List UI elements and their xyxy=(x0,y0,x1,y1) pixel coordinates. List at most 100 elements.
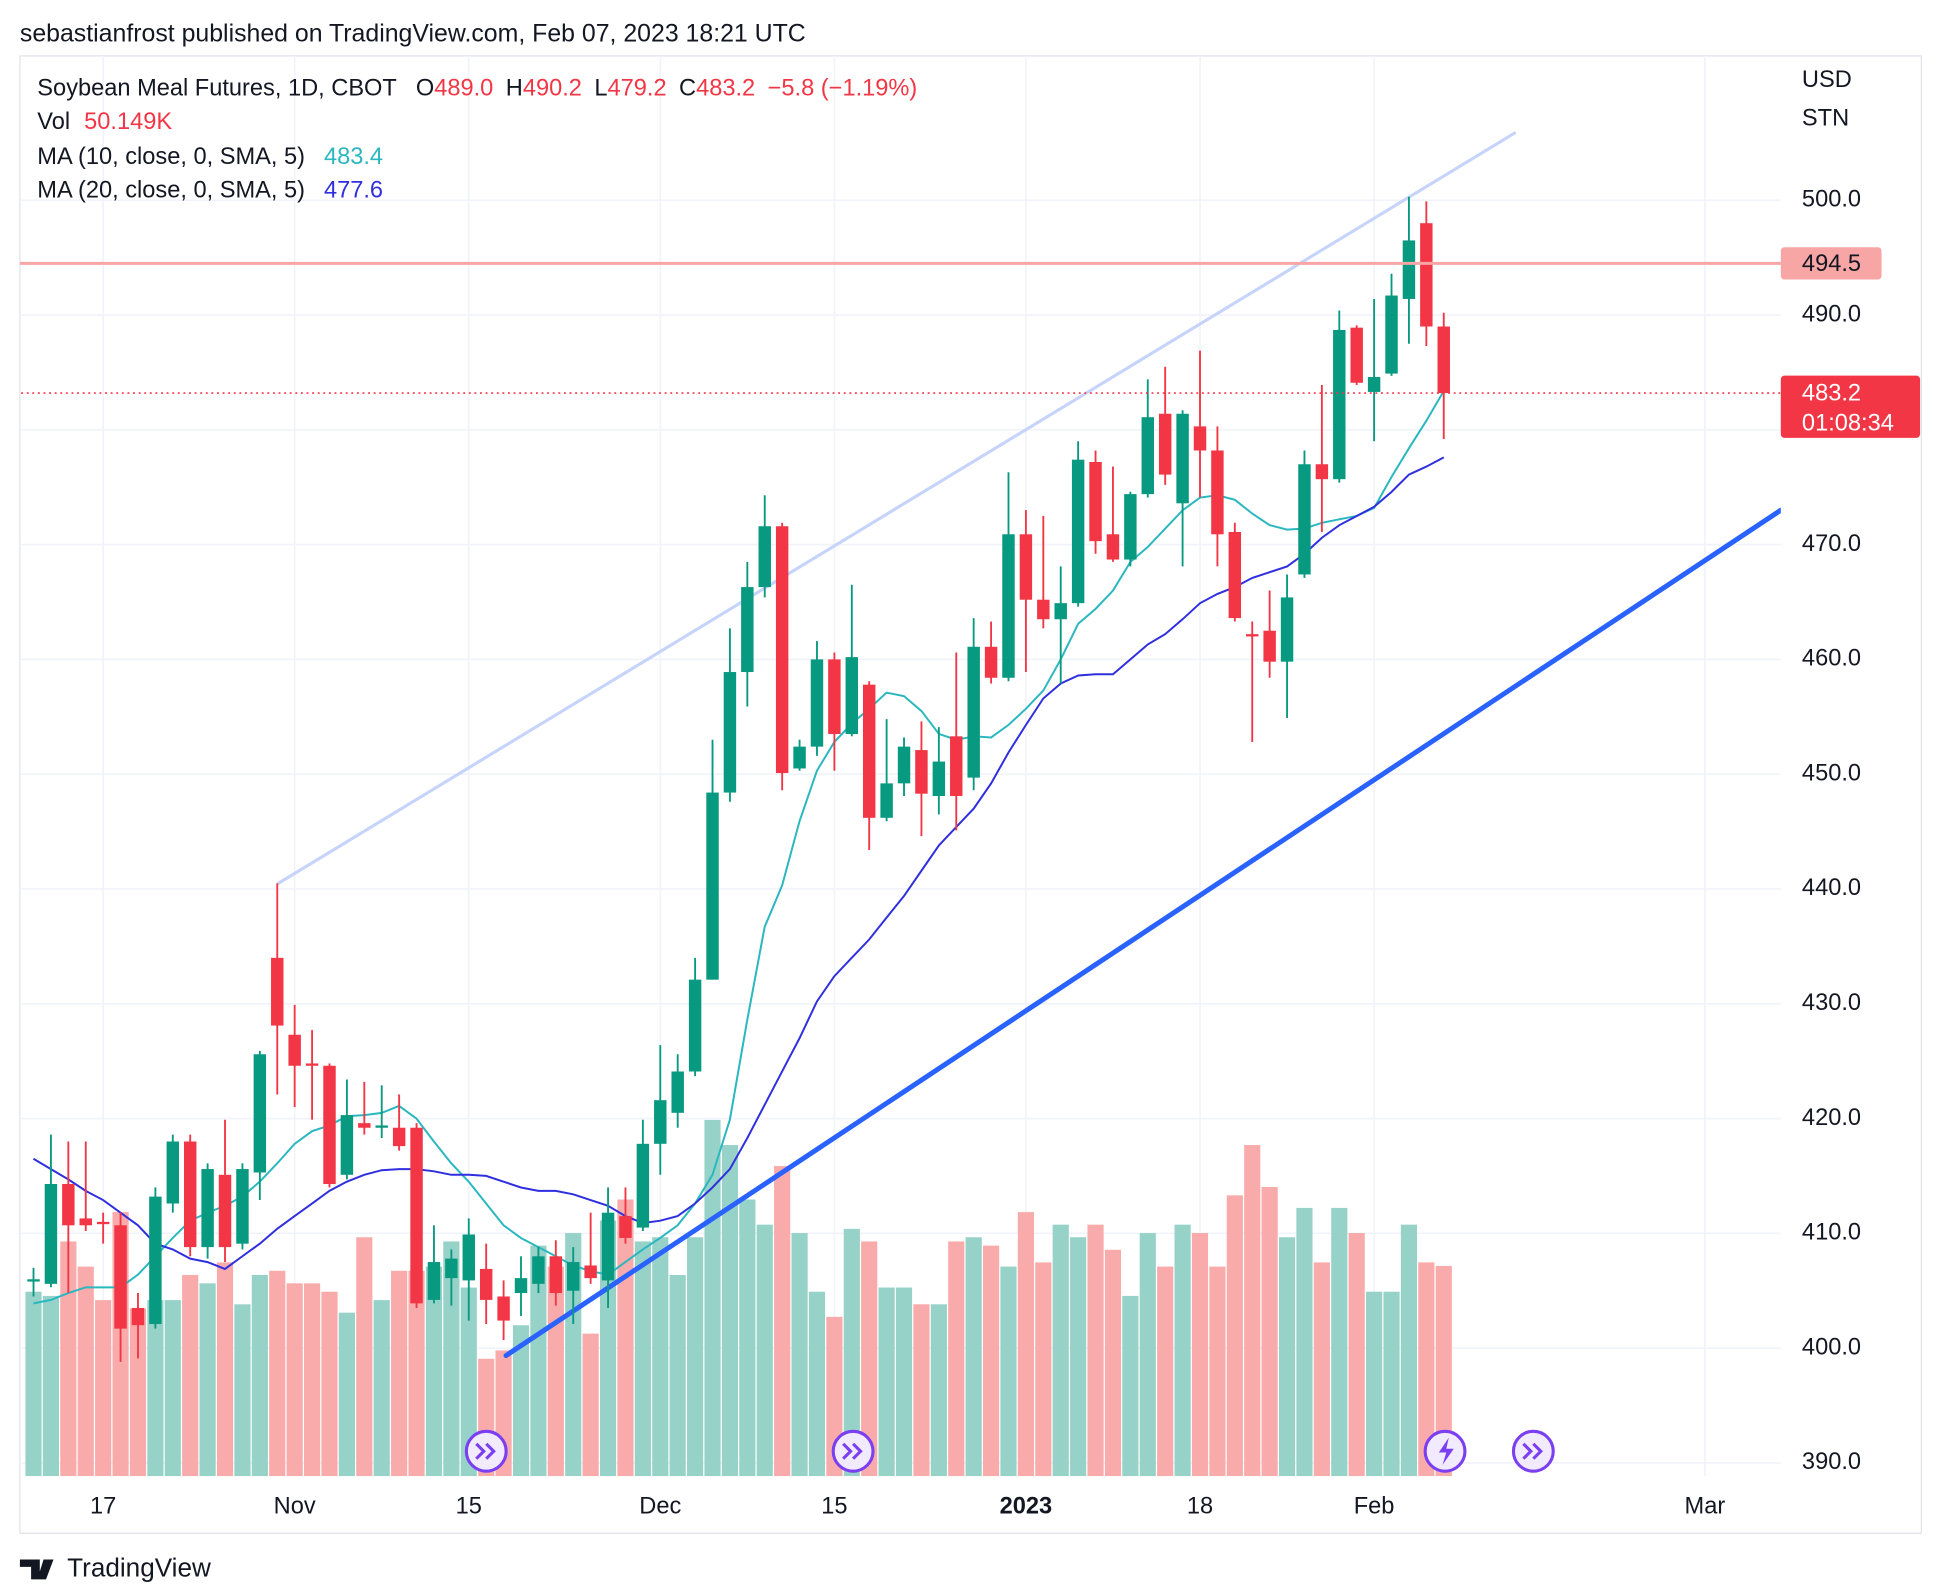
series-value: 483.4 xyxy=(324,144,383,170)
volume-bar xyxy=(25,1291,42,1477)
candle-body xyxy=(1280,597,1294,662)
volume-bar xyxy=(1087,1224,1104,1477)
x-tick-label: 2023 xyxy=(1000,1493,1053,1519)
candle-body xyxy=(706,792,719,980)
candle-body xyxy=(775,526,789,774)
brand-name: TradingView xyxy=(67,1552,211,1582)
x-tick-label: Feb xyxy=(1354,1493,1395,1519)
x-tick-label: Nov xyxy=(274,1493,316,1519)
y-tick-label: 490.0 xyxy=(1802,301,1861,327)
volume-bar xyxy=(1366,1291,1383,1477)
legend-ma: MA (20, close, 0, SMA, 5) 477.6 xyxy=(37,178,383,204)
candle-body xyxy=(79,1218,92,1226)
ohlc-value: 479.2 xyxy=(608,76,667,102)
candle-body xyxy=(549,1256,563,1294)
volume-bar xyxy=(182,1274,199,1477)
event-icon-glyph xyxy=(1438,1437,1454,1465)
candle-body xyxy=(828,659,841,735)
volume-bar xyxy=(286,1283,303,1477)
volume-bar xyxy=(687,1237,704,1477)
change: −5.8 (−1.19%) xyxy=(768,76,918,102)
volume-bar xyxy=(1383,1291,1400,1477)
candle-body xyxy=(1124,494,1137,560)
brand-logo: TradingView xyxy=(19,1552,211,1582)
candle-body xyxy=(619,1216,632,1238)
y-tick-label: 400.0 xyxy=(1802,1334,1861,1360)
brand-mark xyxy=(19,1559,54,1580)
volume-bar xyxy=(95,1300,112,1477)
y-tick-label: 420.0 xyxy=(1802,1105,1861,1131)
candle-body xyxy=(1054,603,1067,620)
candle-body xyxy=(793,746,806,769)
moving-average xyxy=(32,456,1445,1271)
candle-body xyxy=(375,1125,388,1128)
ohlc-value: 489.0 xyxy=(434,76,493,102)
volume-bar xyxy=(1139,1233,1156,1477)
volume-bar xyxy=(652,1237,669,1477)
y-tick-label: 390.0 xyxy=(1802,1449,1861,1475)
volume-bar xyxy=(948,1241,965,1477)
candle-body xyxy=(114,1225,127,1329)
ohlc-label: L xyxy=(594,76,607,102)
volume-bar xyxy=(774,1165,791,1477)
volume-bar xyxy=(60,1241,77,1477)
candle-body xyxy=(1367,377,1381,392)
candle-body xyxy=(462,1234,475,1281)
price-label-box xyxy=(1780,247,1882,280)
x-tick-label: 18 xyxy=(1187,1493,1213,1519)
volume-bar xyxy=(1348,1233,1365,1477)
volume-bar xyxy=(530,1245,547,1477)
candle-body xyxy=(1228,531,1242,619)
candle-body xyxy=(131,1307,145,1326)
ohlc-label: H xyxy=(506,76,523,102)
series-name: MA (10, close, 0, SMA, 5) xyxy=(37,144,305,170)
candle-body xyxy=(845,657,859,735)
candle-body xyxy=(950,736,963,796)
published-note: sebastianfrost published on TradingView.… xyxy=(20,19,806,47)
candle-body xyxy=(758,526,771,588)
volume-bar xyxy=(1209,1266,1226,1477)
volume-bar xyxy=(408,1270,425,1477)
candle-body xyxy=(305,1063,319,1066)
volume-bar xyxy=(1070,1237,1087,1477)
candle-body xyxy=(479,1268,493,1300)
event-icon-glyph xyxy=(475,1442,496,1460)
volume-bar xyxy=(634,1241,651,1477)
volume-bar xyxy=(1191,1233,1209,1477)
x-tick-label: Mar xyxy=(1685,1493,1726,1519)
y-tick-label: 430.0 xyxy=(1802,990,1861,1016)
event-icon xyxy=(1511,1429,1555,1473)
candle-body xyxy=(810,659,824,747)
volume-bar xyxy=(808,1291,826,1477)
volume-bar xyxy=(669,1274,686,1477)
last-price-label: 483.2 xyxy=(1802,381,1861,407)
x-tick-label: 15 xyxy=(821,1493,847,1519)
countdown-label: 01:08:34 xyxy=(1802,410,1894,436)
candle-body xyxy=(1350,327,1363,383)
candle-body xyxy=(1385,295,1398,374)
currency: USD xyxy=(1802,67,1852,93)
volume-bar xyxy=(42,1295,60,1477)
volume-bar xyxy=(425,1266,443,1477)
volume-bar xyxy=(861,1241,878,1477)
candle-body xyxy=(1333,329,1346,480)
candle-body xyxy=(1315,464,1329,480)
candle-body xyxy=(96,1221,110,1225)
event-icons xyxy=(464,1429,1555,1473)
volume-bar xyxy=(303,1283,321,1477)
volume-bar xyxy=(251,1274,268,1477)
candle-body xyxy=(1298,464,1311,575)
candle-body xyxy=(340,1115,354,1175)
volume-bar xyxy=(982,1245,1000,1477)
volume-bar xyxy=(356,1237,373,1477)
candle-body xyxy=(1246,634,1259,637)
event-icon-glyph xyxy=(1522,1442,1543,1460)
volume-bar xyxy=(878,1287,895,1477)
series-name: MA (20, close, 0, SMA, 5) xyxy=(37,178,305,204)
volume-bar xyxy=(77,1266,94,1477)
candle-body xyxy=(932,761,946,796)
volume-bar xyxy=(739,1199,756,1477)
legend-volume: Vol 50.149K xyxy=(37,109,172,135)
volume-bar xyxy=(199,1283,216,1477)
ohlc-value: 483.2 xyxy=(696,76,755,102)
